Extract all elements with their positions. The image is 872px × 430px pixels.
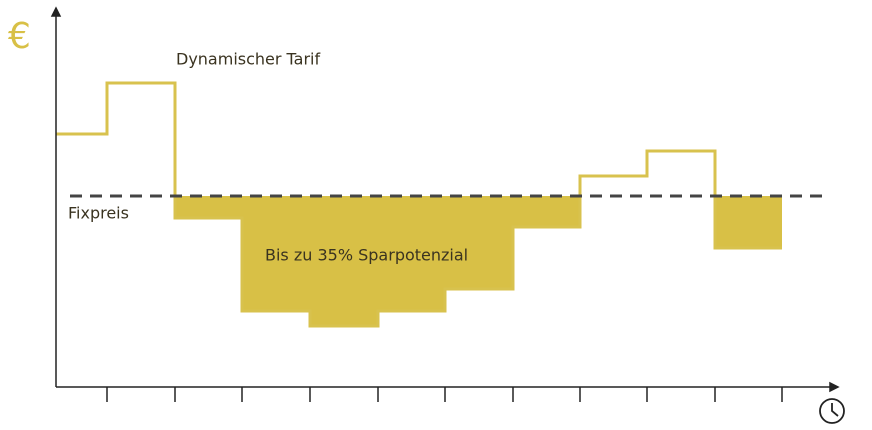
clock-icon bbox=[819, 398, 845, 424]
savings-area bbox=[175, 196, 580, 326]
dynamic-label: Dynamischer Tarif bbox=[176, 50, 321, 69]
dynamic-tariff-line bbox=[56, 81, 782, 328]
fixed-label: Fixpreis bbox=[68, 204, 129, 223]
savings-label: Bis zu 35% Sparpotenzial bbox=[265, 246, 468, 265]
axes bbox=[50, 6, 840, 402]
savings-area bbox=[715, 196, 782, 248]
currency-symbol: € bbox=[8, 16, 31, 57]
